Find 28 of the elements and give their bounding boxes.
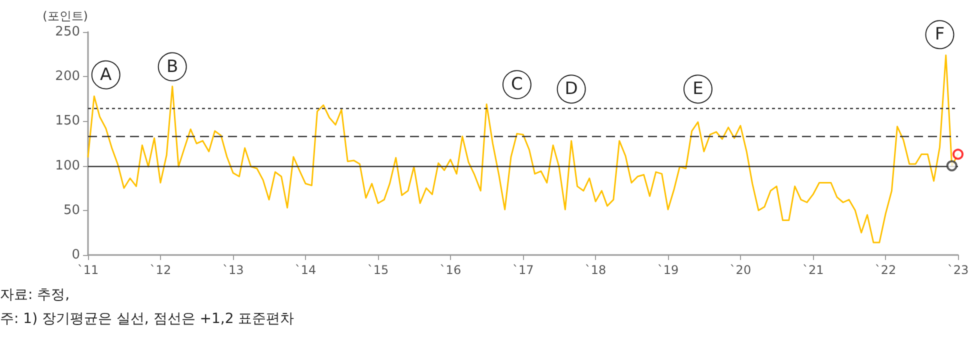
x-tick-label: `14 <box>294 263 316 277</box>
x-tick-label: `12 <box>150 263 172 277</box>
y-tick-label: 250 <box>55 24 80 40</box>
annotation: D <box>564 79 578 100</box>
x-tick-label: `13 <box>222 263 244 277</box>
y-tick-label: 200 <box>55 69 80 84</box>
text: 자료: 추정, <box>0 287 70 303</box>
y-tick-label: 100 <box>55 158 80 174</box>
y-axis-title: (포인트) <box>42 9 88 23</box>
x-tick-label: `16 <box>440 263 462 277</box>
annotation: A <box>100 64 112 85</box>
annotation: C <box>511 74 523 95</box>
y-tick-label: 150 <box>55 114 80 129</box>
x-tick-label: `11 <box>77 263 99 277</box>
x-tick-label: `22 <box>874 263 896 277</box>
y-tick-label: 50 <box>63 202 80 218</box>
annotation: B <box>166 56 178 77</box>
x-tick-label: `17 <box>512 263 534 277</box>
x-tick-label: `21 <box>802 263 824 277</box>
annotation: E <box>692 79 704 100</box>
x-tick-label: `18 <box>584 263 606 277</box>
y-tick-label: 0 <box>72 248 80 262</box>
annotation: F <box>934 24 945 45</box>
x-tick-label: `23 <box>947 263 969 277</box>
x-tick-label: `19 <box>657 263 679 277</box>
x-tick-label: `20 <box>730 263 752 277</box>
text: 주: 1) 장기평균은 실선, 점선은 +1,2 표준편차 <box>0 311 294 327</box>
x-tick-label: `15 <box>367 263 389 277</box>
